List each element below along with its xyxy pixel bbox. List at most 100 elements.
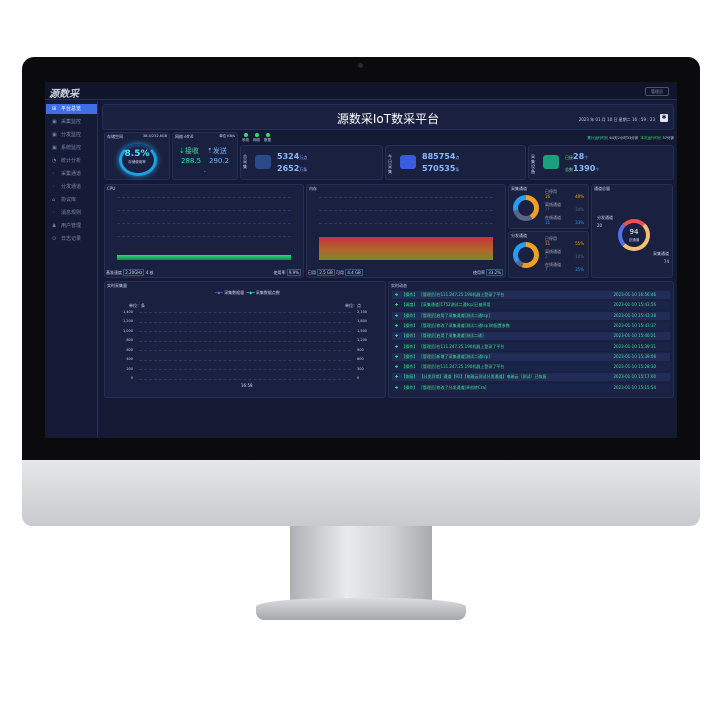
log-row[interactable]: ✚ 【操作】 [管理员]在111.247.25.190机器上登录了平台 2023-01… <box>392 342 670 351</box>
log-row[interactable]: ✚ 【操作】 [管理员]在111.247.25.190机器上登录了平台 2023-01… <box>392 363 670 372</box>
cpu-freq: 基准速度 2.20GHz 4 核 <box>106 269 154 276</box>
network-panel: 网络 eth0 单位 KB/s ⇣接收 ⇡发送 288.5 290.2 - <box>172 132 238 180</box>
send-label: ⇡发送 <box>207 147 227 155</box>
sidebar-item-4[interactable]: ◔ 统计分析 <box>46 156 97 166</box>
totals-line-1: 已接28个 <box>565 152 589 161</box>
screen: 源数采 管理员 ⊞ 平台总览 ▣ 采集监控 ▣ 分发监控 ▣ 系统监控 ◔ 统计分析 ◦ 采集通道 ◦ 分… <box>45 82 677 438</box>
monitor-icon: ▣ <box>52 145 57 151</box>
sidebar-item-label: 日志记录 <box>61 236 82 242</box>
plus-icon: ✚ <box>395 312 399 318</box>
log-text: [管理员]启用了采集通道[测试二通] <box>421 333 484 339</box>
log-row[interactable]: ✚ 【调度】 [采集通道]1752测试二通tcp]已被停用 2023-01-10 15… <box>392 301 670 310</box>
log-text: [管理员]新增了采集通道[测试二通tcp] <box>421 353 490 359</box>
database-icon <box>400 155 416 169</box>
sidebar-item-7[interactable]: ⌂ 协议库 <box>46 195 97 205</box>
sidebar-item-label: 协议库 <box>61 197 77 203</box>
storage-value: 38.4/232.8GB <box>142 134 167 138</box>
log-text: [采集通道]1752测试二通tcp]已被停用 <box>421 302 491 308</box>
sidebar-item-3[interactable]: ▣ 系统监控 <box>46 143 97 153</box>
admin-button[interactable]: 管理员 <box>645 87 669 96</box>
y-right-tick: 300 <box>357 366 364 371</box>
y-right-tick: 1,800 <box>357 319 368 323</box>
sidebar-item-6[interactable]: ◦ 分发通道 <box>46 182 97 192</box>
donut-chart <box>513 242 539 268</box>
legend-series-2: 采集数据点数 <box>255 290 280 295</box>
recv-value: 288.5 <box>181 157 202 165</box>
plus-icon: ✚ <box>395 374 399 380</box>
log-row[interactable]: ✚ 【操作】 [管理员]新增了采集通道[测试二通tcp] 2023-01-10 15:… <box>392 352 670 361</box>
y-right-label: 单位：点 <box>345 303 361 308</box>
log-time: 2023-01-10 15:43:38 <box>613 312 656 318</box>
log-time: 2023-01-10 15:43:37 <box>613 322 656 328</box>
y-left-tick: 1,400 <box>122 309 133 314</box>
dist-label: 分发通道 <box>597 215 613 220</box>
legend-label: 离线通道 <box>545 202 561 207</box>
datetime: 2023 年 01 月 10 日 星期二 16 : 59 : 23 <box>578 117 655 122</box>
donut-hole <box>518 200 534 216</box>
plus-icon: ✚ <box>395 384 399 390</box>
database-icon <box>255 155 271 169</box>
log-tag: 【操作】 <box>401 384 418 390</box>
log-row[interactable]: ✚ 【操作】 [管理员]修改了采集通道[测试二通tcp]的配置参数 2023-01-1… <box>392 321 670 330</box>
x-tick: 16:58 <box>241 383 253 388</box>
sidebar-item-8[interactable]: ◦ 消息规则 <box>46 208 97 218</box>
grid-line <box>139 359 351 361</box>
y-left-tick: 400 <box>126 357 133 361</box>
log-tag: 【调度】 <box>401 302 418 308</box>
y-right-tick: 600 <box>357 357 364 361</box>
legend-pct: 55% <box>575 241 584 246</box>
log-row[interactable]: ✚ 【操作】 [管理员]在111.247.25.190机器上登录了平台 2023-01… <box>392 291 670 299</box>
storage-gauge <box>119 144 157 176</box>
totals-line-1: 885754点 <box>422 152 460 161</box>
log-time: 2023-01-10 15:17:00 <box>613 374 656 380</box>
sidebar-item-1[interactable]: ▣ 采集监控 <box>46 117 97 127</box>
realtime-chart-panel: 实时采集量 ━◆━ 采集数据量 ━◆━ 采集数据点数 单位：条 单位：点 16:… <box>104 281 386 398</box>
sidebar-item-label: 用户管理 <box>61 223 82 229</box>
grid-icon: ⊞ <box>52 106 57 112</box>
channel-icon: ◦ <box>52 171 55 177</box>
channel-total-panel: 通道总量 94 总通道 分发通道 20 采集通道 74 <box>591 184 673 278</box>
legend-pct: 35% <box>575 267 584 272</box>
sidebar-item-2[interactable]: ▣ 分发监控 <box>46 130 97 140</box>
sidebar-item-10[interactable]: ⊙ 日志记录 <box>46 234 97 244</box>
legend-pct: 10% <box>575 254 584 259</box>
channel-total-value: 94 <box>629 228 639 236</box>
sidebar-item-label: 采集监控 <box>61 119 82 125</box>
totals-label: 采集设备 <box>531 154 535 174</box>
top-bar: 源数采 管理员 <box>45 82 677 100</box>
sidebar-item-label: 分发监控 <box>61 132 82 138</box>
log-row[interactable]: ✚ 【操作】 [管理员]启用了采集通道[测试二通] 2023-01-10 15:40:… <box>392 332 670 341</box>
grid-line <box>139 378 351 380</box>
runtime: 累计运行时长 64天2小时33分钟 本次运行时长 57分钟 <box>587 136 674 140</box>
y-left-tick: 1,000 <box>122 328 133 333</box>
log-text: [管理员]在111.247.25.190机器上登录了平台 <box>421 292 505 297</box>
log-row[interactable]: ✚ 【操作】 [管理员]启用了采集通道[测试二通tcp] 2023-01-10 15:… <box>392 311 670 320</box>
rule-icon: ◦ <box>52 210 55 216</box>
log-text: [管理员]修改了分发通道[卓创转Cra] <box>421 384 487 390</box>
y-right-tick: 0 <box>357 376 360 380</box>
monitor-base <box>256 598 466 620</box>
sidebar-item-9[interactable]: ♟ 用户管理 <box>46 221 97 231</box>
y-left-tick: 200 <box>126 366 133 371</box>
sidebar-item-5[interactable]: ◦ 采集通道 <box>46 169 97 179</box>
users-icon: ♟ <box>52 223 57 229</box>
memory-label: 内存 <box>309 186 317 191</box>
log-row[interactable]: ✚ 【恢复】 【分发异常】通道【91】【电磁云测试分发通道】电磁云（测试）已恢复 20… <box>392 373 670 382</box>
totals-line-1: 5324万点 <box>277 152 308 161</box>
settings-icon[interactable]: ✱ <box>660 114 668 122</box>
collect-value: 74 <box>663 259 669 264</box>
device-icon <box>543 155 559 169</box>
monitor-icon: ▣ <box>52 119 57 125</box>
storage-label: 存储空间 <box>107 134 123 139</box>
legend-label: 在线通道 <box>545 215 561 220</box>
collect-channels-panel: 采集通道 已停用 16 48% 离线通道?? 34% 在线通道 11 33% <box>508 184 589 229</box>
memory-used: 已用 2.5 GB 可用 4.4 GB <box>308 269 363 276</box>
sidebar-item-0[interactable]: ⊞ 平台总览 <box>46 104 97 114</box>
monitor-stand <box>290 526 432 602</box>
status-light-icon <box>266 133 270 137</box>
legend-count: 16 <box>545 194 551 199</box>
log-time: 2023-01-10 16:56:46 <box>613 292 656 297</box>
log-row[interactable]: ✚ 【操作】 [管理员]修改了分发通道[卓创转Cra] 2023-01-10 15:1… <box>392 383 670 392</box>
log-text: 【分发异常】通道【91】【电磁云测试分发通道】电磁云（测试）已恢复 <box>421 374 547 380</box>
panel-label: 分发通道 <box>511 233 527 238</box>
